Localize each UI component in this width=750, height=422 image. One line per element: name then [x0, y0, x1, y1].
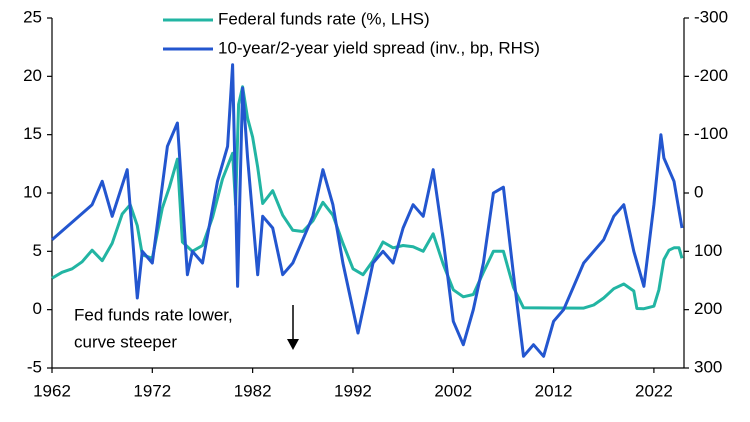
- y2-tick-label: 0: [694, 182, 703, 201]
- x-tick-label: 2002: [434, 381, 472, 400]
- y2-tick-label: -200: [694, 66, 728, 85]
- x-tick-label: 2022: [635, 381, 673, 400]
- y-tick-label: -5: [27, 357, 42, 376]
- y2-tick-label: -300: [694, 7, 728, 26]
- x-tick-label: 2012: [535, 381, 573, 400]
- x-tick-label: 1972: [133, 381, 171, 400]
- series-line: [51, 85, 684, 311]
- legend-label: Federal funds rate (%, LHS): [218, 9, 430, 28]
- y2-tick-label: 300: [694, 357, 722, 376]
- y2-tick-label: 100: [694, 241, 722, 260]
- y-tick-label: 25: [23, 7, 42, 26]
- x-tick-label: 1982: [234, 381, 272, 400]
- x-tick-label: 1962: [33, 381, 71, 400]
- y-tick-label: 10: [23, 182, 42, 201]
- annotation: curve steeper: [74, 332, 177, 351]
- y-tick-label: 5: [33, 241, 42, 260]
- y-tick-label: 15: [23, 124, 42, 143]
- y-tick-label: 0: [33, 299, 42, 318]
- legend-label: 10-year/2-year yield spread (inv., bp, R…: [218, 38, 540, 57]
- y2-tick-label: -100: [694, 124, 728, 143]
- y2-tick-label: 200: [694, 299, 722, 318]
- annotation: Fed funds rate lower,: [74, 305, 233, 324]
- series-line: [51, 63, 684, 358]
- arrow-head: [287, 339, 299, 350]
- y-tick-label: 20: [23, 66, 42, 85]
- x-tick-label: 1992: [334, 381, 372, 400]
